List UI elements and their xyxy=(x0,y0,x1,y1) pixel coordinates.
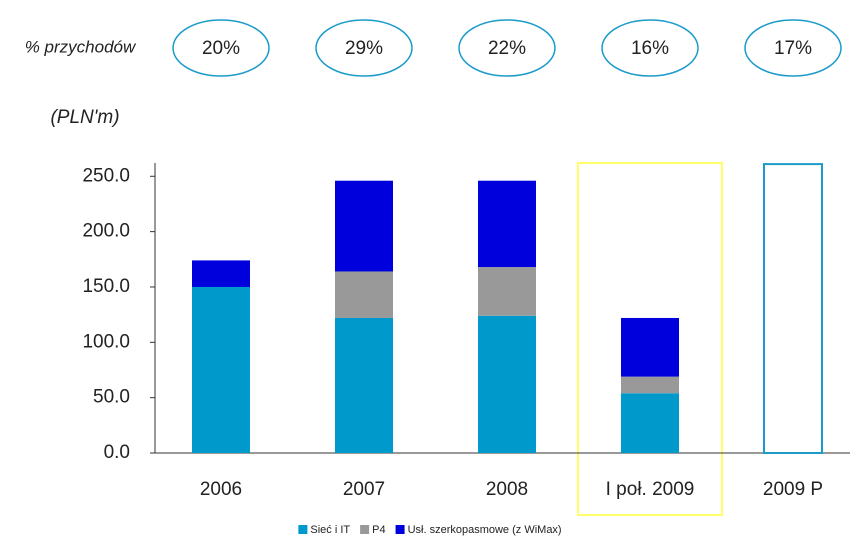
outline-bar xyxy=(763,163,823,454)
bar-segment xyxy=(478,315,536,453)
y-tick-label: 50.0 xyxy=(93,387,130,408)
legend-swatch xyxy=(360,525,370,534)
y-tick-label: 0.0 xyxy=(104,442,130,463)
x-tick-label: 2006 xyxy=(200,479,242,500)
share-label: 29% xyxy=(345,38,383,59)
x-tick-label: 2007 xyxy=(343,479,385,500)
share-ellipse xyxy=(315,19,413,77)
legend-swatch xyxy=(298,525,308,534)
bar-segment xyxy=(192,260,250,287)
x-tick-label: I poł. 2009 xyxy=(606,479,695,500)
y-tick-label: 250.0 xyxy=(82,165,130,186)
bar-segment xyxy=(335,180,393,272)
y-axis-label: (PLN'm) xyxy=(50,107,119,128)
bar-segment xyxy=(335,271,393,318)
bar-segment xyxy=(192,286,250,453)
y-tick-label: 100.0 xyxy=(82,331,130,352)
share-ellipse xyxy=(744,19,842,77)
share-label: 16% xyxy=(631,38,669,59)
bar-segment xyxy=(478,267,536,316)
share-ellipse xyxy=(601,19,699,77)
legend-label: Sieć i IT xyxy=(310,524,350,536)
x-tick-label: 2009 P xyxy=(763,479,823,500)
share-label: 17% xyxy=(774,38,812,59)
share-label: 22% xyxy=(488,38,526,59)
bar-segment xyxy=(621,393,679,453)
share-ellipse xyxy=(172,19,270,77)
legend-label: P4 xyxy=(372,524,385,536)
bar-segment xyxy=(478,180,536,268)
legend-label: Usł. szerkopasmowe (z WiMax) xyxy=(408,524,562,536)
y-tick-label: 200.0 xyxy=(82,221,130,242)
bar-segment xyxy=(621,317,679,377)
share-label: 20% xyxy=(202,38,240,59)
bar-segment xyxy=(335,317,393,453)
highlight-box xyxy=(577,162,723,516)
legend-swatch xyxy=(395,525,405,534)
y-tick-label: 150.0 xyxy=(82,276,130,297)
revenue-share-label: % przychodów xyxy=(25,37,137,56)
share-ellipse xyxy=(458,19,556,77)
bar-segment xyxy=(621,376,679,394)
x-tick-label: 2008 xyxy=(486,479,528,500)
